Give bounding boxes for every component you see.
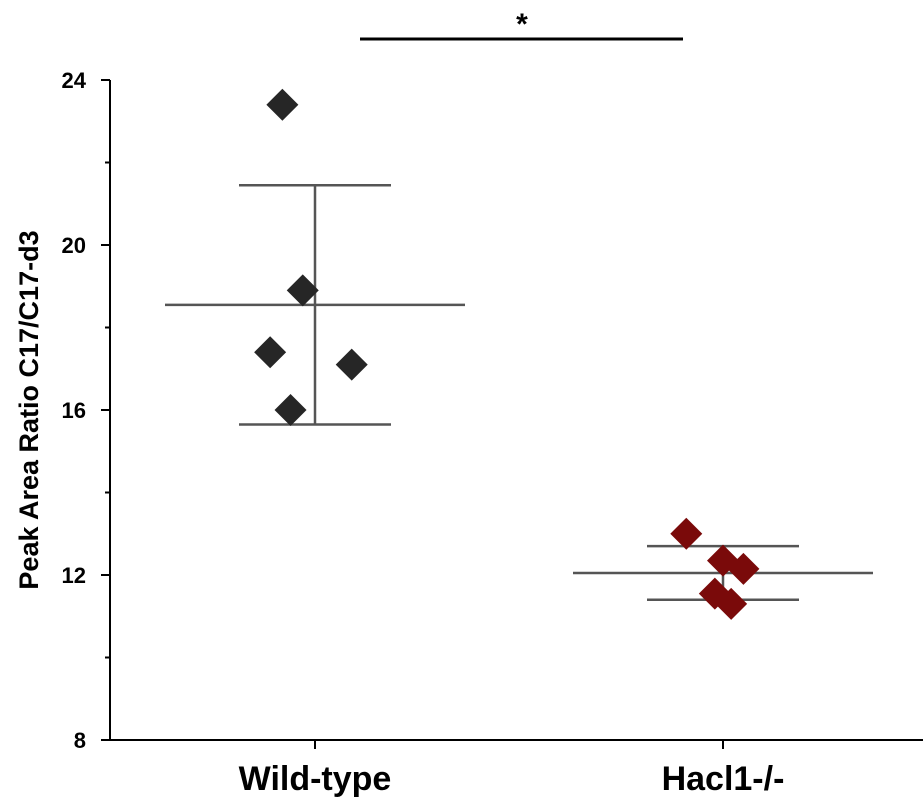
y-tick-label: 20: [62, 233, 86, 258]
data-point-diamond: [254, 336, 287, 369]
data-point-diamond: [727, 552, 760, 585]
axes: [101, 79, 923, 749]
data-point-diamond: [266, 88, 299, 121]
significance-marker: *: [516, 8, 528, 41]
y-tick-label: 12: [62, 563, 86, 588]
x-category-label: Hacl1-/-: [662, 760, 785, 798]
data-point-diamond: [274, 394, 307, 426]
error-bars: [165, 183, 873, 601]
labels: 8 12 16 20 24 Wild-type Hacl1-/-: [62, 37, 785, 798]
x-category-label: Wild-type: [239, 760, 392, 798]
y-tick-label: 24: [62, 68, 87, 93]
y-tick-label: 8: [74, 728, 86, 753]
y-axis-label: Peak Area Ratio C17/C17-d3: [14, 230, 44, 589]
data-point-diamond: [670, 517, 703, 550]
data-point-diamond: [286, 274, 319, 307]
data-point-diamond: [335, 348, 368, 381]
y-tick-label: 16: [62, 398, 86, 423]
data-points: [254, 88, 760, 620]
data-point-diamond: [715, 587, 748, 620]
